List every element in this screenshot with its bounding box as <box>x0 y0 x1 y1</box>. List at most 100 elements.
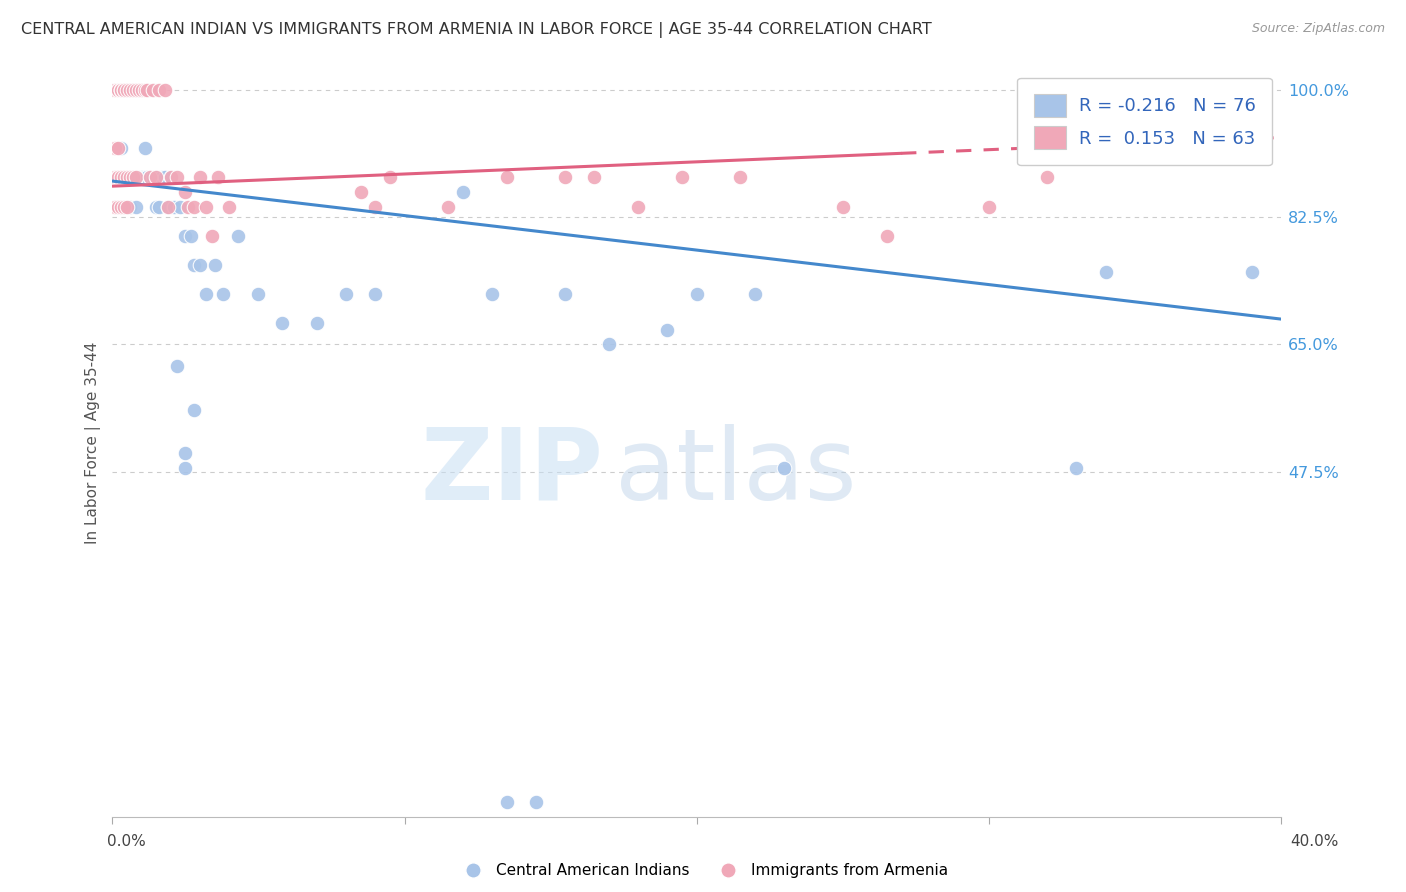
Point <box>671 170 693 185</box>
Point <box>110 83 132 97</box>
Point <box>115 170 138 185</box>
Point <box>115 170 138 185</box>
Point <box>134 141 156 155</box>
Point <box>139 170 162 185</box>
Point <box>627 200 650 214</box>
Point <box>364 286 387 301</box>
Point <box>104 83 127 97</box>
Point <box>194 286 217 301</box>
Point <box>115 83 138 97</box>
Point <box>112 83 135 97</box>
Point <box>125 170 148 185</box>
Point <box>121 83 143 97</box>
Point <box>160 170 183 185</box>
Point <box>163 200 186 214</box>
Point <box>107 170 129 185</box>
Point <box>136 83 159 97</box>
Point <box>876 228 898 243</box>
Point <box>166 170 188 185</box>
Point <box>773 461 796 475</box>
Point <box>131 170 153 185</box>
Point <box>136 170 159 185</box>
Point <box>110 83 132 97</box>
Point <box>112 170 135 185</box>
Point <box>125 83 148 97</box>
Point <box>128 170 150 185</box>
Point <box>156 200 179 214</box>
Point <box>131 170 153 185</box>
Point <box>174 228 197 243</box>
Point <box>110 141 132 155</box>
Point <box>118 170 141 185</box>
Point <box>104 83 127 97</box>
Point <box>104 83 127 97</box>
Point <box>104 141 127 155</box>
Point <box>153 83 176 97</box>
Text: ZIP: ZIP <box>420 424 603 521</box>
Point <box>378 170 401 185</box>
Y-axis label: In Labor Force | Age 35-44: In Labor Force | Age 35-44 <box>86 342 101 544</box>
Point <box>128 83 150 97</box>
Point <box>194 200 217 214</box>
Legend: Central American Indians, Immigrants from Armenia: Central American Indians, Immigrants fro… <box>451 857 955 884</box>
Point <box>247 286 270 301</box>
Point <box>107 200 129 214</box>
Point <box>112 83 135 97</box>
Point <box>118 200 141 214</box>
Point <box>115 170 138 185</box>
Point <box>437 200 460 214</box>
Point <box>201 228 224 243</box>
Point <box>112 83 135 97</box>
Point <box>121 170 143 185</box>
Point <box>121 83 143 97</box>
Point <box>977 200 1000 214</box>
Text: Source: ZipAtlas.com: Source: ZipAtlas.com <box>1251 22 1385 36</box>
Point <box>218 200 240 214</box>
Point <box>831 200 853 214</box>
Point <box>145 200 167 214</box>
Point <box>180 228 202 243</box>
Point <box>145 170 167 185</box>
Point <box>174 185 197 199</box>
Point <box>104 200 127 214</box>
Point <box>112 170 135 185</box>
Text: atlas: atlas <box>614 424 856 521</box>
Point <box>142 83 165 97</box>
Point <box>481 286 503 301</box>
Point <box>139 170 162 185</box>
Point <box>495 795 517 809</box>
Point <box>118 83 141 97</box>
Point <box>364 200 387 214</box>
Point <box>188 170 211 185</box>
Point <box>583 170 606 185</box>
Point <box>226 228 249 243</box>
Point <box>204 258 226 272</box>
Point <box>112 170 135 185</box>
Point <box>104 83 127 97</box>
Point <box>495 170 517 185</box>
Point <box>107 83 129 97</box>
Point <box>104 83 127 97</box>
Point <box>1036 170 1059 185</box>
Point <box>110 83 132 97</box>
Point <box>148 83 170 97</box>
Point <box>153 170 176 185</box>
Point <box>160 170 183 185</box>
Point <box>110 83 132 97</box>
Point <box>112 170 135 185</box>
Point <box>115 200 138 214</box>
Point <box>118 83 141 97</box>
Point <box>183 200 205 214</box>
Point <box>107 83 129 97</box>
Point <box>524 795 547 809</box>
Text: 0.0%: 0.0% <box>107 834 146 849</box>
Point <box>554 170 576 185</box>
Point <box>115 83 138 97</box>
Point <box>110 200 132 214</box>
Point <box>305 316 328 330</box>
Point <box>112 83 135 97</box>
Point <box>110 170 132 185</box>
Point <box>107 83 129 97</box>
Point <box>148 200 170 214</box>
Point <box>121 170 143 185</box>
